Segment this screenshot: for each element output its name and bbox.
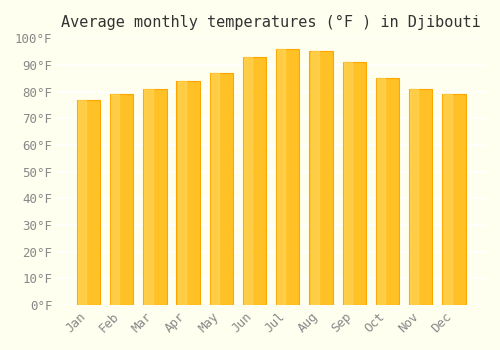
Bar	[442, 94, 466, 305]
Bar	[211, 73, 219, 305]
Bar	[110, 94, 134, 305]
Bar	[178, 81, 186, 305]
Bar	[77, 99, 100, 305]
Bar	[244, 57, 252, 305]
Bar	[78, 99, 86, 305]
Bar	[243, 57, 266, 305]
Bar	[276, 49, 299, 305]
Bar	[376, 78, 399, 305]
Bar	[410, 89, 418, 305]
Bar	[111, 94, 120, 305]
Bar	[144, 89, 167, 305]
Bar	[144, 89, 152, 305]
Bar	[377, 78, 385, 305]
Bar	[278, 49, 285, 305]
Bar	[310, 51, 318, 305]
Bar	[444, 94, 452, 305]
Bar	[342, 62, 366, 305]
Bar	[344, 62, 352, 305]
Title: Average monthly temperatures (°F ) in Djibouti: Average monthly temperatures (°F ) in Dj…	[62, 15, 481, 30]
Bar	[210, 73, 233, 305]
Bar	[310, 51, 332, 305]
Bar	[409, 89, 432, 305]
Bar	[176, 81, 200, 305]
